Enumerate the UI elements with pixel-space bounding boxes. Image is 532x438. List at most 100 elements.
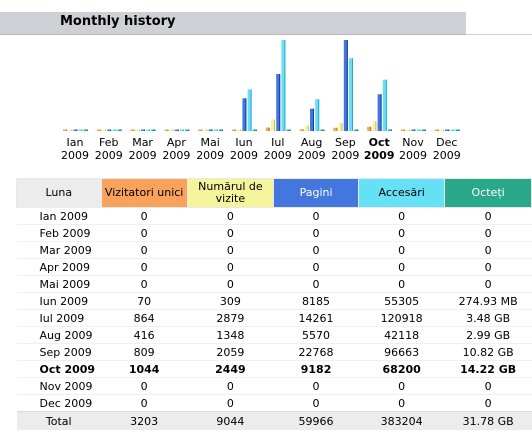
x-tick-month: Apr: [167, 136, 187, 149]
month-cell: Iul 2009: [39, 311, 85, 325]
bar-shade: [105, 129, 106, 131]
bandwidth-cell: 0: [484, 260, 492, 274]
bar-shade: [110, 129, 112, 131]
table-row: Dec 2009 0 0 0 0 0: [16, 395, 532, 412]
bar-visits: [271, 119, 275, 131]
bar-shade: [375, 121, 377, 131]
total-hits: 383204: [358, 411, 445, 430]
bar-shade: [341, 122, 343, 131]
x-tick-year: 2009: [61, 149, 89, 162]
bar-hits: [382, 79, 387, 131]
x-tick-year: 2009: [95, 149, 123, 162]
bar-visits: [203, 129, 208, 131]
unique-visitors-cell: 864: [133, 311, 155, 325]
bar-bandwidth_gb: [320, 129, 325, 131]
x-tick-month: Aug: [301, 136, 322, 149]
bar-pages: [141, 129, 145, 131]
bar-shade: [419, 129, 421, 131]
pages-cell: 0: [312, 226, 320, 240]
bar-unique_visitors: [232, 129, 236, 131]
bar-hits: [247, 89, 252, 131]
col-header-unique-visitors: Vizitatori unici: [100, 178, 188, 208]
table-row: Aug 2009 416 1348 5570 42118 2.99 GB: [16, 327, 532, 344]
bar-shade: [307, 125, 309, 131]
x-tick-year: 2009: [399, 149, 427, 162]
bar-shade: [216, 129, 218, 131]
pages-cell: 0: [312, 260, 320, 274]
col-header-visits: Numărul de vizite: [186, 178, 275, 208]
visits-cell: 2059: [216, 345, 245, 359]
bar-shade: [370, 126, 372, 131]
bar-pages: [445, 129, 450, 131]
bar-visits: [102, 129, 106, 131]
unique-visitors-cell: 0: [140, 396, 148, 410]
bar-pages: [73, 129, 78, 131]
bandwidth-cell: 0: [484, 379, 492, 393]
hits-cell: 0: [398, 243, 406, 257]
bar-pages: [310, 108, 314, 131]
hits-cell: 96663: [384, 345, 420, 359]
unique-visitors-cell: 416: [133, 328, 155, 342]
bar-hits: [315, 99, 320, 131]
bar-unique_visitors: [130, 129, 135, 131]
bar-hits: [112, 129, 117, 131]
bar-shade: [133, 129, 135, 131]
bar-shade: [318, 99, 320, 131]
bar-shade: [458, 129, 460, 131]
bar-visits: [304, 125, 309, 131]
total-label: Total: [16, 411, 101, 430]
bandwidth-cell: 0: [484, 277, 492, 291]
bar-pages: [208, 129, 213, 131]
bar-shade: [222, 129, 223, 131]
bar-shade: [149, 129, 151, 131]
bar-shade: [183, 129, 184, 131]
col-header-bandwidth: Octeți: [444, 178, 532, 208]
x-tick-year: 2009: [331, 149, 359, 162]
bandwidth-cell: 3.48 GB: [466, 311, 511, 325]
bar-shade: [76, 129, 78, 131]
bar-visits: [237, 129, 242, 131]
x-tick-year: 2009: [230, 149, 258, 162]
x-tick-month: Iun: [235, 136, 252, 149]
table-row: Iul 2009 864 2879 14261 120918 3.48 GB: [16, 310, 532, 327]
bar-shade: [154, 129, 156, 131]
bar-visits: [406, 129, 411, 131]
bar-pages: [377, 94, 382, 131]
unique-visitors-cell: 1044: [128, 362, 160, 376]
x-tick-month: Dec: [436, 136, 457, 149]
month-cell: Aug 2009: [39, 328, 93, 342]
bar-shade: [245, 98, 247, 131]
bar-bandwidth_gb: [83, 129, 88, 131]
bar-pages: [343, 40, 348, 131]
col-header-pages: Pagini: [272, 178, 360, 208]
visits-cell: 0: [226, 379, 234, 393]
bar-pages: [411, 129, 416, 131]
x-tick-month: Sep: [335, 136, 356, 149]
x-tick-year: 2009: [196, 149, 224, 162]
hits-cell: 55305: [384, 294, 420, 308]
bar-shade: [99, 129, 101, 131]
month-cell: Mai 2009: [39, 277, 91, 291]
x-tick-month: Ian: [67, 136, 84, 149]
hits-cell: 68200: [382, 362, 421, 376]
month-cell: Nov 2009: [39, 379, 93, 393]
bandwidth-cell: 14.22 GB: [460, 362, 517, 376]
table-row: Nov 2009 0 0 0 0 0: [16, 378, 532, 395]
bar-shade: [120, 129, 122, 131]
pages-cell: 5570: [302, 328, 331, 342]
bar-shade: [443, 129, 444, 131]
bandwidth-cell: 0: [484, 243, 492, 257]
bar-shade: [404, 129, 405, 131]
x-tick-month: Mar: [132, 136, 153, 149]
unique-visitors-cell: 0: [140, 209, 148, 223]
bar-shade: [172, 129, 174, 131]
unique-visitors-cell: 0: [140, 226, 148, 240]
unique-visitors-cell: 809: [133, 345, 155, 359]
bar-unique_visitors: [401, 129, 405, 131]
bar-visits: [372, 121, 377, 131]
x-tick-year: 2009: [129, 149, 157, 162]
bar-bandwidth_gb: [354, 129, 359, 131]
visits-cell: 309: [219, 294, 241, 308]
bar-unique_visitors: [434, 129, 439, 131]
bar-shade: [323, 129, 325, 131]
